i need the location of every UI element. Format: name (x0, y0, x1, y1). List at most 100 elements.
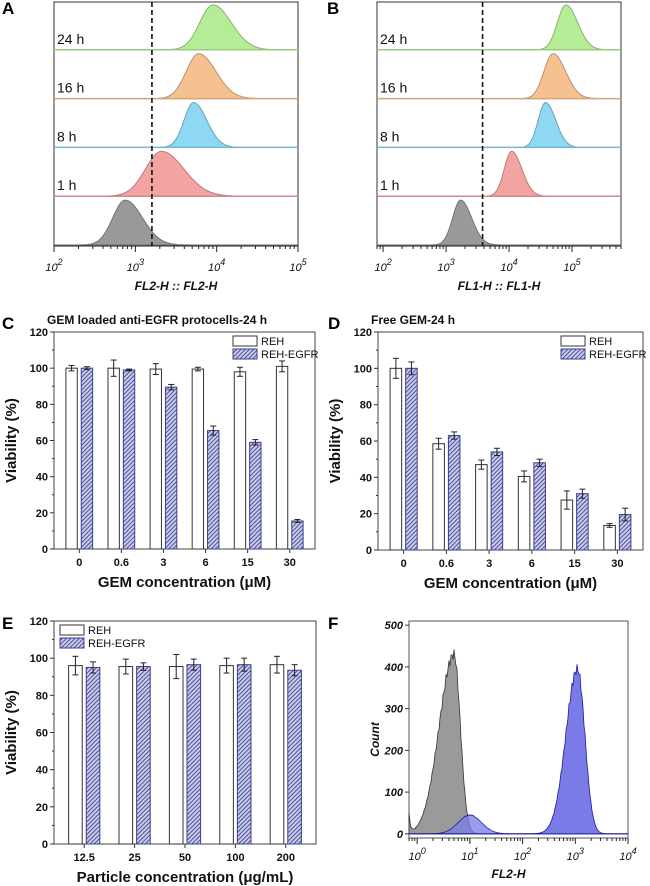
histogram-16h (377, 53, 621, 100)
bar-reh (233, 371, 247, 550)
x-tick-label: 102 (374, 257, 391, 274)
x-tick-label: 102 (45, 257, 62, 274)
legend-label-reh-egfr: REH-EGFR (88, 638, 146, 650)
y-tick-label: 20 (36, 802, 48, 814)
x-tick-label: 0.6 (114, 557, 129, 569)
x-tick-label: 103 (567, 846, 584, 863)
x-tick-label: 100 (226, 852, 244, 864)
bar-reh (275, 365, 289, 550)
panel-f-histogram-overlay: 0 100 200 300 400 500 100 101 102 103 104 FL2-H Coun… (368, 620, 637, 881)
bar-reh (269, 664, 285, 845)
histogram-control (54, 199, 298, 246)
bar-reh (475, 464, 488, 551)
chart-title: Free GEM-24 h (371, 313, 455, 327)
legend-swatch-reh-egfr (59, 637, 85, 649)
panel-label-c: C (2, 314, 14, 333)
bar-reh-egfr (85, 666, 101, 845)
legend-label-reh-egfr: REH-EGFR (589, 349, 647, 361)
histogram-8h (54, 101, 298, 148)
x-tick-label: 50 (179, 852, 191, 864)
row-label: 24 h (380, 31, 407, 47)
legend-swatch-reh-egfr (560, 348, 586, 360)
x-axis-label: GEM concentration (μM) (424, 575, 597, 592)
bar-reh-egfr (287, 669, 302, 845)
histogram-labeled (408, 664, 629, 835)
x-tick-label: 30 (284, 557, 296, 569)
x-tick-label: 0 (76, 557, 82, 569)
bar-reh-egfr (207, 430, 220, 550)
legend-label-reh: REH (88, 625, 111, 637)
y-tick-label: 60 (36, 436, 48, 448)
bar-reh (191, 368, 205, 550)
x-tick-label: 100 (409, 846, 426, 863)
y-tick-label: 500 (385, 620, 404, 632)
y-tick-label: 300 (385, 704, 404, 716)
chart-title: GEM loaded anti-EGFR protocells-24 h (47, 313, 267, 327)
y-tick-label: 120 (30, 616, 48, 628)
y-tick-label: 0 (42, 839, 48, 851)
y-tick-label: 120 (354, 327, 372, 339)
bar-reh-egfr (447, 435, 461, 551)
histogram-control (377, 199, 621, 246)
histogram-8h (377, 101, 621, 148)
bar-reh-egfr (533, 462, 546, 551)
y-tick-label: 40 (36, 765, 48, 777)
x-axis-label: FL2-H (492, 867, 526, 881)
y-tick-label: 80 (36, 399, 48, 411)
row-label: 24 h (57, 31, 84, 47)
histogram-1h (377, 150, 621, 197)
x-tick-label: 6 (202, 557, 208, 569)
y-tick-label: 40 (360, 472, 372, 484)
x-tick-label: 3 (486, 558, 492, 570)
row-label: 1 h (57, 177, 76, 193)
bar-reh-egfr (490, 451, 504, 551)
x-tick-label: 103 (127, 257, 144, 274)
y-tick-label: 200 (384, 745, 404, 757)
y-tick-label: 40 (36, 472, 48, 484)
histogram-24h (377, 4, 621, 51)
panel-label-b: B (327, 0, 339, 18)
y-tick-label: 400 (384, 662, 404, 674)
bar-reh-egfr (249, 441, 262, 550)
y-tick-label: 100 (385, 787, 404, 799)
x-tick-label: 30 (611, 558, 623, 570)
plot-frame (408, 620, 629, 839)
bar-reh (432, 443, 445, 551)
panel-e-bar-chart: 0 20 40 60 80 100 120 12.5 25 50 100 200 REHREH-EGFR… (3, 616, 317, 886)
legend-swatch-reh-egfr (232, 348, 258, 360)
x-axis-label: Particle concentration (μg/mL) (77, 869, 294, 886)
y-axis-label: Viability (%) (327, 399, 344, 484)
x-tick-label: 104 (500, 257, 517, 274)
x-tick-label: 15 (568, 558, 580, 570)
y-tick-label: 80 (360, 400, 372, 412)
y-axis-label: Count (368, 721, 382, 757)
row-label: 8 h (380, 128, 399, 144)
y-tick-label: 0 (42, 544, 48, 556)
legend-label-reh: REH (261, 336, 284, 348)
y-tick-label: 20 (360, 509, 372, 521)
y-tick-label: 100 (354, 363, 372, 375)
x-axis-label: GEM concentration (μM) (98, 574, 271, 591)
bar-reh (389, 367, 403, 551)
y-tick-label: 60 (360, 436, 372, 448)
x-axis-label: FL2-H :: FL2-H (135, 279, 218, 293)
bar-reh (68, 665, 83, 845)
legend-label-reh-egfr: REH-EGFR (261, 349, 319, 361)
row-label: 16 h (380, 80, 407, 96)
x-tick-label: 105 (289, 257, 307, 274)
x-tick-label: 6 (529, 558, 535, 570)
bar-reh-egfr (236, 664, 252, 845)
x-tick-label: 104 (619, 846, 636, 863)
bar-reh-egfr (186, 664, 202, 845)
bar-reh (168, 666, 184, 845)
bar-reh-egfr (576, 493, 589, 551)
x-tick-label: 103 (437, 257, 454, 274)
bar-reh-egfr (136, 666, 151, 845)
x-tick-label: 105 (563, 257, 581, 274)
y-axis-label: Viability (%) (3, 690, 20, 775)
bar-reh (118, 666, 134, 845)
